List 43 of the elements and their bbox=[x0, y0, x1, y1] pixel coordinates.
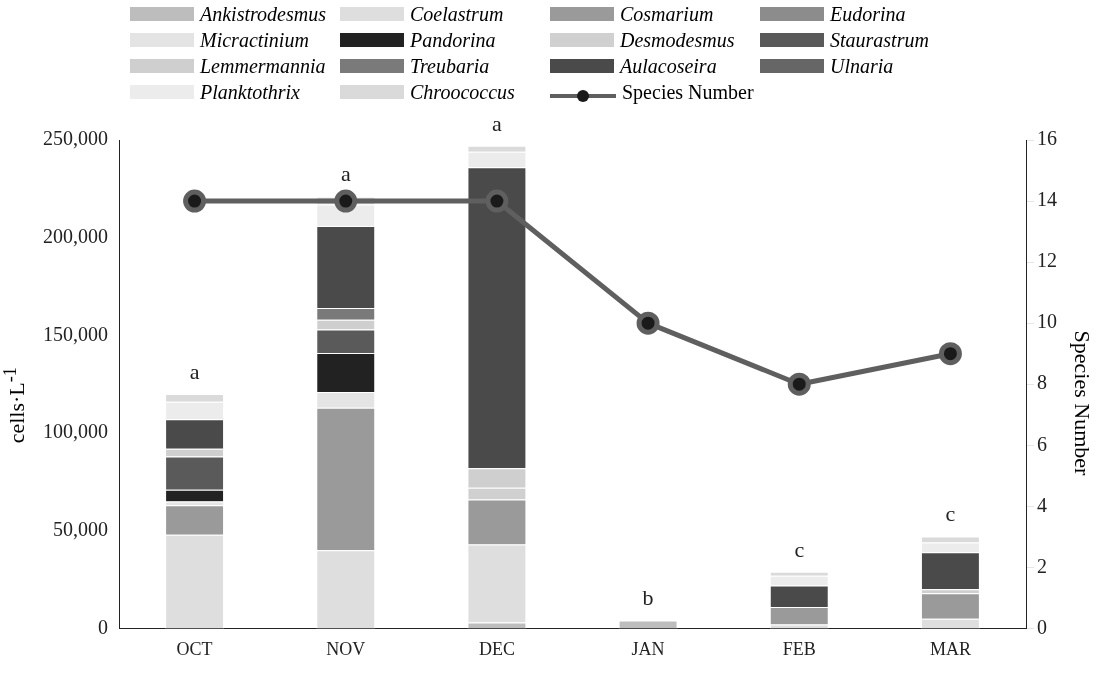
x-tick-label: DEC bbox=[478, 638, 515, 659]
y2-tick-label: 8 bbox=[1037, 371, 1047, 394]
y2-tick-label: 4 bbox=[1037, 493, 1047, 516]
y2-tick-label: 6 bbox=[1037, 432, 1047, 455]
annotation: a bbox=[340, 161, 351, 187]
legend-label: Lemmermannia bbox=[200, 54, 326, 78]
annotation: c bbox=[794, 536, 805, 562]
annotation: c bbox=[945, 501, 956, 527]
legend-label: Chroococcus bbox=[410, 80, 515, 104]
annotation: b bbox=[642, 585, 654, 611]
legend-label: Eudorina bbox=[830, 2, 906, 26]
legend-label: Ankistrodesmus bbox=[200, 2, 326, 26]
x-tick-label: JAN bbox=[631, 638, 665, 659]
legend-label: Species Number bbox=[622, 80, 754, 104]
annotation: a bbox=[189, 358, 200, 384]
x-tick-label: OCT bbox=[176, 638, 213, 659]
x-tick-label: NOV bbox=[326, 638, 366, 659]
y-tick-label: 0 bbox=[98, 615, 108, 638]
x-tick-label: MAR bbox=[929, 638, 971, 659]
y2-tick-label: 12 bbox=[1037, 249, 1057, 272]
legend-label: Planktothrix bbox=[200, 80, 300, 104]
legend-label: Micractinium bbox=[200, 28, 309, 52]
y2-tick-label: 14 bbox=[1037, 188, 1057, 211]
y2-tick-label: 16 bbox=[1037, 127, 1057, 150]
legend-label: Cosmarium bbox=[620, 2, 714, 26]
y-tick-label: 200,000 bbox=[43, 224, 108, 247]
y-tick-label: 250,000 bbox=[43, 127, 108, 150]
annotation: a bbox=[492, 110, 503, 136]
y-tick-label: 100,000 bbox=[43, 420, 108, 443]
legend-label: Ulnaria bbox=[830, 54, 894, 78]
legend-label: Aulacoseira bbox=[620, 54, 717, 78]
y2-tick-label: 2 bbox=[1037, 554, 1047, 577]
y-tick-label: 50,000 bbox=[53, 517, 108, 540]
legend-label: Coelastrum bbox=[410, 2, 504, 26]
y2-tick-label: 10 bbox=[1037, 310, 1057, 333]
legend-label: Pandorina bbox=[410, 28, 496, 52]
legend-label: Staurastrum bbox=[830, 28, 929, 52]
y2-tick-label: 0 bbox=[1037, 615, 1047, 638]
x-tick-label: FEB bbox=[782, 638, 816, 659]
legend-label: Desmodesmus bbox=[620, 28, 735, 52]
y2-axis-title: Species Number bbox=[1069, 330, 1096, 476]
y-tick-label: 150,000 bbox=[43, 322, 108, 345]
legend-label: Treubaria bbox=[410, 54, 490, 78]
